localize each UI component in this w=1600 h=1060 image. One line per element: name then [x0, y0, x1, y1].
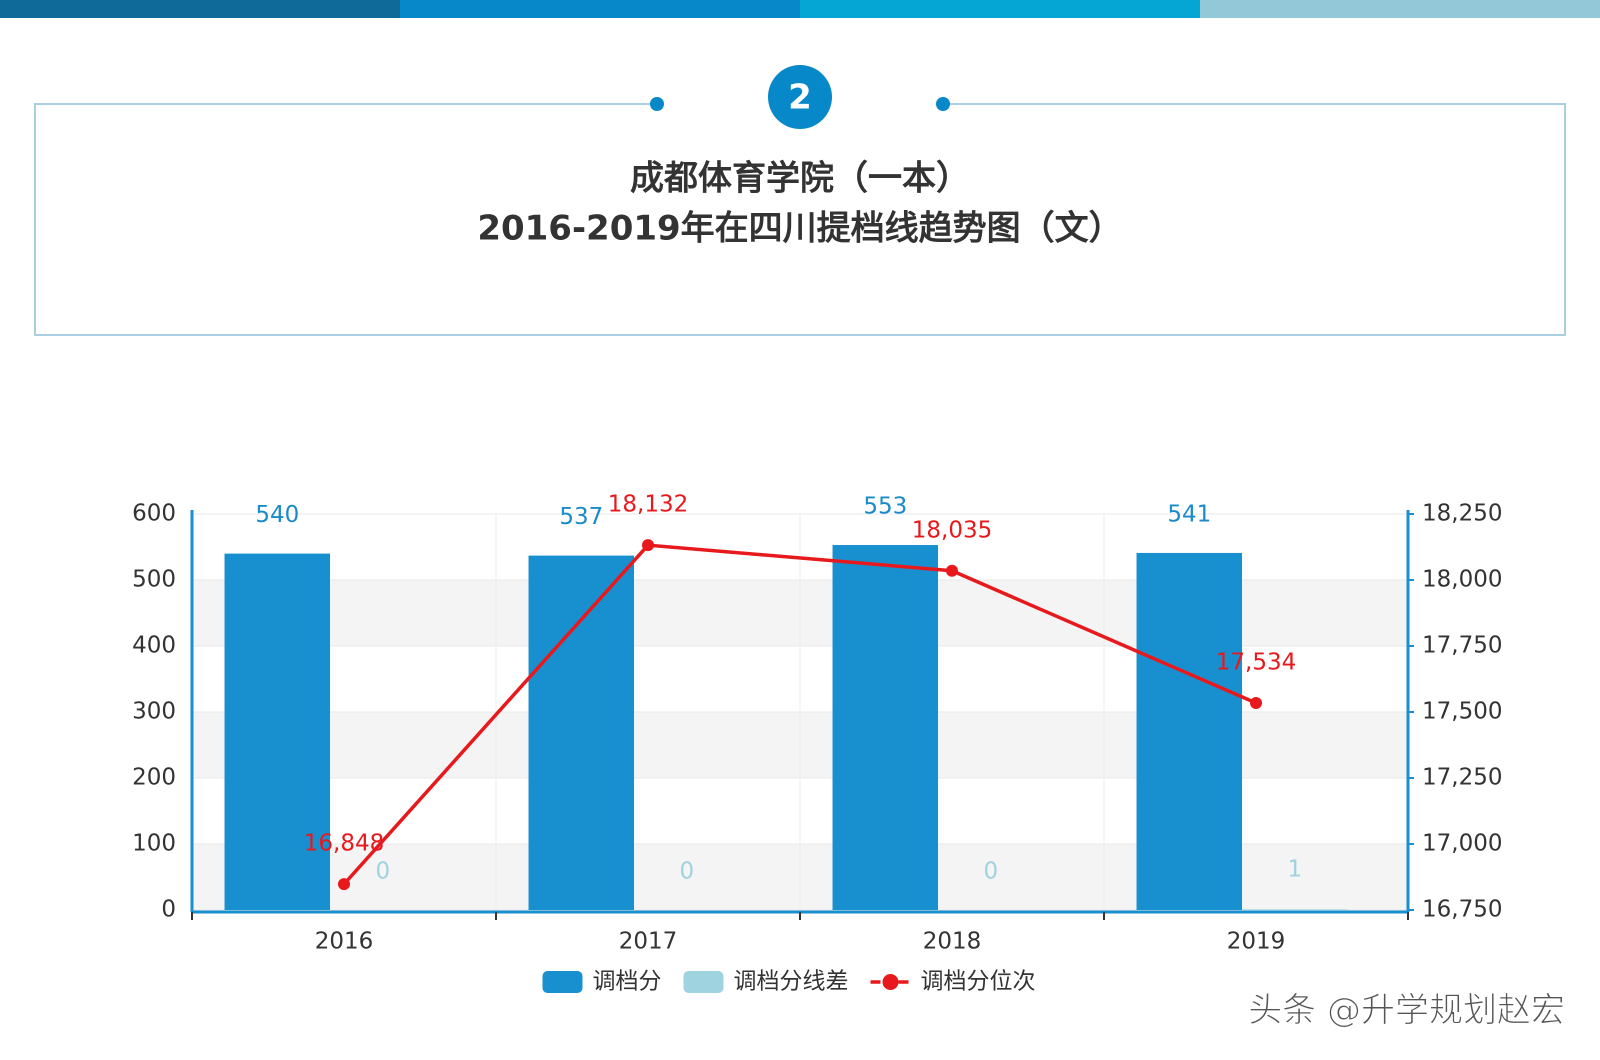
y-tick-label: 0 — [161, 897, 176, 923]
line-value-label: 17,534 — [1216, 650, 1296, 676]
y2-tick-label: 18,000 — [1422, 567, 1502, 593]
bar — [224, 553, 331, 910]
y-tick-label: 400 — [132, 633, 176, 659]
x-tick-label: 2019 — [1227, 929, 1286, 955]
chart-subtitle: 2016-2019年在四川提档线趋势图（文） — [477, 209, 1122, 249]
x-tick-label: 2018 — [923, 929, 982, 955]
y2-tick-label: 17,250 — [1422, 765, 1502, 791]
bar-value-label: 537 — [559, 504, 603, 530]
y-tick-label: 500 — [132, 567, 176, 593]
stripe — [800, 0, 1200, 18]
badge-number: 2 — [788, 78, 812, 118]
y-tick-label: 100 — [132, 831, 176, 857]
line-point — [1250, 697, 1262, 710]
bar-value-label: 0 — [679, 859, 694, 885]
y-tick-label: 300 — [132, 699, 176, 725]
bar — [1242, 909, 1348, 910]
line-value-label: 16,848 — [304, 831, 384, 857]
bar-value-label: 553 — [863, 494, 907, 520]
legend-swatch — [542, 971, 583, 993]
stripe — [0, 0, 400, 18]
chart-title: 成都体育学院（一本） — [630, 159, 970, 199]
y2-tick-label: 17,750 — [1422, 633, 1502, 659]
line-point — [338, 878, 350, 891]
y2-tick-label: 18,250 — [1422, 501, 1502, 527]
bar — [832, 545, 939, 910]
watermark: 头条 @升学规划赵宏 — [1248, 991, 1565, 1031]
stripe — [1200, 0, 1600, 18]
y2-tick-label: 16,750 — [1422, 897, 1502, 923]
legend-label: 调档分线差 — [734, 969, 849, 995]
dot — [936, 97, 950, 111]
line — [342, 543, 1257, 886]
bar — [1136, 552, 1243, 910]
y-tick-label: 600 — [132, 501, 176, 527]
title-frame — [34, 103, 1566, 336]
y2-tick-label: 17,000 — [1422, 831, 1502, 857]
legend-label: 调档分位次 — [921, 969, 1036, 995]
legend-swatch — [683, 971, 724, 993]
line-point — [642, 539, 654, 552]
bar-value-label: 1 — [1287, 857, 1302, 883]
bar — [528, 555, 635, 910]
y2-tick-label: 17,500 — [1422, 699, 1502, 725]
stripe — [400, 0, 800, 18]
legend-label: 调档分 — [593, 969, 662, 995]
dot — [650, 97, 664, 111]
line-point — [946, 564, 958, 577]
line-value-label: 18,132 — [608, 492, 688, 518]
x-tick-label: 2017 — [619, 929, 678, 955]
badge — [768, 65, 832, 129]
line-value-label: 18,035 — [912, 517, 992, 543]
bar-value-label: 541 — [1167, 501, 1211, 527]
bar-value-label: 540 — [255, 502, 299, 528]
bar-value-label: 0 — [983, 859, 998, 885]
bar-value-label: 0 — [375, 859, 390, 885]
x-tick-label: 2016 — [315, 929, 374, 955]
legend-swatch-dot — [882, 974, 899, 990]
y-tick-label: 200 — [132, 765, 176, 791]
